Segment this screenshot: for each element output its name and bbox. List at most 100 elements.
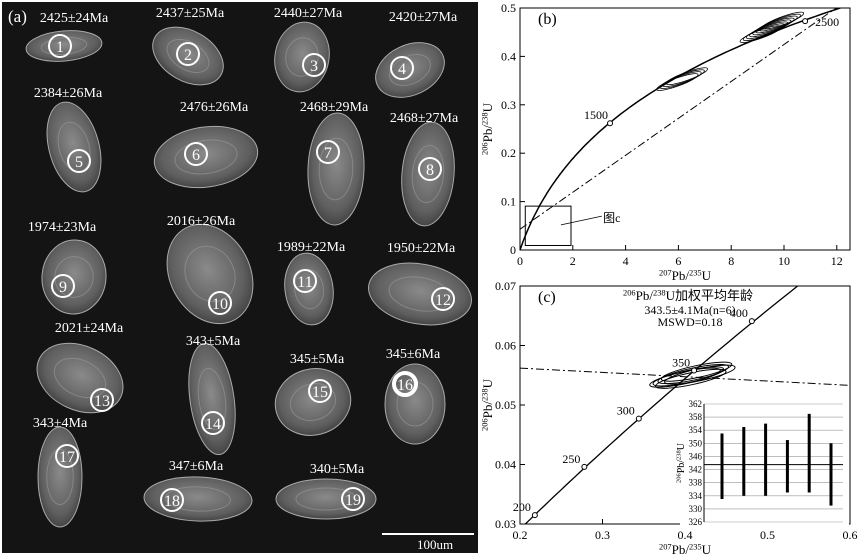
inset-weighted-mean: 326 330 334 338 342 346 350 354 358 362 206Pb/238U: [676, 396, 849, 527]
analysis-spot-number: 2: [184, 47, 192, 64]
zircon-grain-body: [284, 252, 334, 326]
grain-age-label: 2440±27Ma: [274, 6, 343, 21]
zircon-grain-zoning: [40, 37, 88, 55]
zircon-grain-zoning: [295, 487, 357, 511]
zircon-grain: 1 2425±24Ma: [25, 11, 109, 62]
y-tick-label: 0.03: [495, 517, 516, 531]
zircon-grain: 8 2468±27Ma: [390, 111, 459, 227]
zircon-grain: 6 2476±26Ma: [153, 100, 259, 189]
grain-age-label: 345±6Ma: [386, 347, 441, 362]
y-tick-label: 0.06: [495, 339, 516, 353]
inset-y-axis-label: 206Pb/238U: [676, 442, 688, 483]
x-tick-label: 0.4: [678, 528, 693, 542]
error-ellipse: [659, 71, 702, 89]
error-ellipse: [660, 361, 733, 382]
concordia-curve: [524, 286, 799, 524]
panel-c-label: (c): [538, 289, 556, 306]
concordia-age-marker: [691, 367, 698, 374]
analysis-spot-number: 10: [212, 296, 228, 313]
analysis-spot-circle: [51, 274, 75, 298]
y-tick-label: 0.04: [495, 458, 516, 472]
zircon-grain-zoning: [197, 367, 227, 431]
inset-y-tick-label: 346: [689, 451, 703, 461]
zircon-grain-zoning: [411, 144, 445, 204]
zircon-grain: 7 2468±29Ma: [300, 100, 369, 226]
concordia-age-label: 400: [730, 306, 748, 320]
inset-y-tick-label: 334: [689, 491, 703, 501]
concordia-curve: [520, 8, 843, 250]
analysis-spot-circle: [341, 487, 365, 511]
zoom-pointer-line: [560, 215, 602, 226]
concordia-age-label: 200: [513, 500, 531, 514]
y-axis-label: 206Pb/238U: [479, 102, 495, 155]
zircon-grain-zoning: [174, 139, 238, 175]
analysis-spot-circle: [160, 488, 184, 512]
concordia-diagram-c: 0.2 0.3 0.4 0.5 0.6 0.03 0.04 0.05 0.06 0.07 200 25…: [478, 280, 868, 557]
grain-age-label: 1989±22Ma: [277, 240, 346, 255]
analysis-spot-circle: [392, 371, 418, 397]
inset-y-tick-label: 354: [689, 425, 703, 435]
zircon-grain: 14 343±5Ma: [186, 334, 241, 456]
panel-a-label: (a): [8, 7, 27, 26]
x-axis-label: 207Pb/235U: [659, 267, 712, 280]
inset-y-tick-label: 358: [689, 412, 703, 422]
analysis-spot-number: 6: [192, 147, 200, 164]
zircon-grain-body: [274, 368, 352, 436]
grain-age-label: 1974±23Ma: [28, 220, 97, 235]
error-ellipse: [656, 73, 699, 91]
analysis-spot-circle: [201, 411, 225, 435]
zircon-grain: 5 2384±26Ma: [34, 86, 103, 193]
analysis-spot-circle: [308, 379, 332, 403]
inset-y-tick-label: 338: [689, 478, 703, 488]
analysis-spot-number: 14: [205, 416, 221, 433]
x-tick-label: 0.2: [513, 528, 528, 542]
zircon-grain-body: [307, 112, 365, 226]
y-tick-label: 0.05: [495, 398, 516, 412]
plot-b-frame: [519, 7, 851, 251]
x-tick-label: 0.6: [843, 528, 858, 542]
y-tick-label: 0.4: [501, 49, 516, 63]
zircon-grain: 15 345±5Ma: [274, 352, 352, 436]
grain-age-label: 2016±26Ma: [167, 214, 236, 229]
error-ellipse: [662, 69, 705, 87]
analysis-spot-number: 5: [75, 154, 83, 171]
grain-age-label: 1950±22Ma: [387, 241, 456, 256]
weighted-mean-title: 206Pb/238U加权平均年龄: [623, 287, 753, 303]
grain-age-label: 2420±27Ma: [389, 10, 458, 25]
grain-age-label: 2476±26Ma: [180, 100, 249, 115]
error-ellipse: [655, 368, 727, 389]
concordia-b-svg: 0 2 4 6 8 10 12 0 0.1 0.2 0.3 0.4 0.5 1500 2500 图c (b) 20…: [479, 1, 851, 280]
error-ellipse: [657, 364, 729, 385]
analysis-spot-circle: [418, 157, 442, 181]
zircon-grain-zoning: [184, 245, 236, 303]
grain-age-label: 345±5Ma: [290, 352, 345, 367]
grain-age-label: 340±5Ma: [310, 462, 365, 477]
inset-y-tick-label: 342: [689, 465, 703, 475]
zircon-grain: 3 2440±27Ma: [274, 6, 343, 93]
concordia-age-label: 1500: [584, 108, 608, 122]
concordia-age-marker: [802, 18, 809, 25]
zircon-grain-zoning: [54, 256, 94, 298]
zircon-grain-body: [166, 223, 254, 325]
zircon-grain-body: [25, 30, 103, 62]
analysis-spot-number: 4: [398, 61, 406, 78]
grain-age-label: 2021±24Ma: [55, 321, 124, 336]
analysis-spot-number: 11: [297, 274, 312, 291]
zircon-grain-body: [275, 478, 377, 520]
discordia-line: [520, 367, 850, 386]
zircon-cl-images-panel: 1 2425±24Ma 2 2437±25Ma 3 2440±27Ma 4 2420±27Ma…: [2, 2, 478, 553]
zircon-grain-zoning: [318, 137, 354, 201]
y-tick-label: 0.5: [501, 1, 516, 15]
zircon-grain: 16 345±6Ma: [384, 347, 446, 445]
concordia-age-label: 250: [562, 452, 580, 466]
grain-age-label: 2437±25Ma: [156, 6, 225, 21]
analysis-spot-number: 7: [324, 145, 332, 162]
error-ellipse: [749, 19, 792, 38]
x-tick-label: 0: [517, 254, 523, 268]
grain-age-label: 2384±26Ma: [34, 86, 103, 101]
grain-age-label: 343±4Ma: [33, 416, 88, 431]
zircon-grain: 18 347±6Ma: [143, 459, 253, 522]
inset-y-tick-label: 362: [689, 399, 703, 409]
zircon-grain: 13 2021±24Ma: [36, 321, 124, 414]
plot-b-clipped: [520, 8, 843, 250]
